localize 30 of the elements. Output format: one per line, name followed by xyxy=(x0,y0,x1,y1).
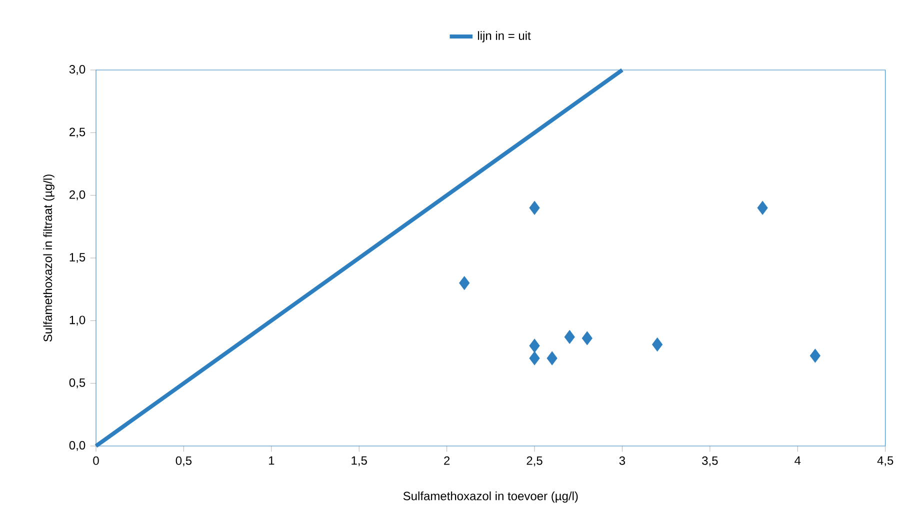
y-tick-label: 2,0 xyxy=(70,190,86,200)
legend-label: lijn in = uit xyxy=(478,31,531,42)
y-tick-label: 2,5 xyxy=(70,128,86,138)
point xyxy=(529,351,540,366)
point xyxy=(564,330,575,344)
x-tick-label: 1 xyxy=(268,456,274,465)
point xyxy=(546,351,558,366)
x-tick-label: 2 xyxy=(444,456,450,465)
y-axis-title: Sulfamethoxazol in filtraat (µg/l) xyxy=(43,174,54,342)
x-tick-label: 0,5 xyxy=(176,456,192,466)
x-tick-label: 4,5 xyxy=(877,456,894,466)
x-tick-label: 3,5 xyxy=(702,456,718,466)
point xyxy=(529,200,540,215)
x-tick-label: 4 xyxy=(794,456,801,465)
x-tick-label: 0 xyxy=(93,456,99,465)
point xyxy=(652,338,663,352)
point xyxy=(459,276,470,290)
y-tick-label: 0,5 xyxy=(69,378,86,388)
point xyxy=(582,331,592,346)
point xyxy=(529,338,540,353)
point xyxy=(810,348,820,363)
y-tick-label: 1,5 xyxy=(70,253,86,263)
x-tick-label: 3 xyxy=(619,456,626,465)
x-tick-label: 2,5 xyxy=(526,456,542,466)
y-tick-label: 1,0 xyxy=(70,316,86,326)
y-tick-label: 0,0 xyxy=(69,441,86,451)
y-tick-label: 3,0 xyxy=(69,65,86,75)
point xyxy=(757,200,768,215)
x-tick-label: 1,5 xyxy=(352,456,367,466)
x-axis-title: Sulfamethoxazol in toevoer (µg/l) xyxy=(403,491,578,503)
